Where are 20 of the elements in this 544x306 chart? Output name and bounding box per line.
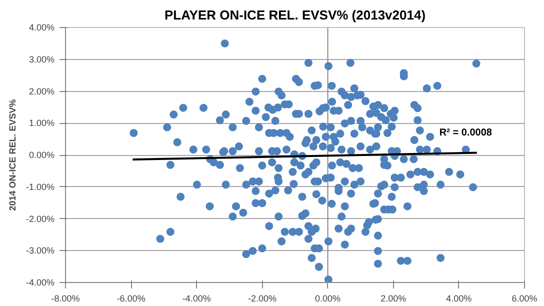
chart-title: PLAYER ON-ICE REL. EVSV% (2013v2014) (164, 8, 426, 22)
x-tick-label: -2.00% (248, 294, 276, 304)
y-tick-label: 4.00% (28, 22, 55, 32)
y-tick-label: 1.00% (28, 118, 55, 128)
y-axis-title: 2014 ON-ICE REL. EVSV% (8, 99, 18, 211)
x-tick-label: -4.00% (182, 294, 211, 304)
x-tick-label: 2.00% (380, 294, 406, 304)
y-tick-label: -2.00% (26, 214, 55, 224)
annotation: R² = 0.0008 (439, 127, 492, 138)
y-tick-label: 3.00% (28, 54, 55, 64)
y-tick-label: -3.00% (26, 246, 55, 256)
y-tick-label: 2.00% (28, 86, 55, 96)
x-tick-label: -6.00% (116, 294, 146, 304)
x-tick-label: -8.00% (51, 294, 80, 304)
x-tick-label: 0.00% (315, 294, 341, 304)
x-tick-label: 4.00% (446, 294, 472, 304)
x-tick-label: 6.00% (512, 294, 538, 304)
y-tick-label: -1.00% (26, 182, 55, 192)
y-tick-label: -4.00% (26, 278, 55, 288)
y-tick-label: 0.00% (28, 150, 55, 160)
